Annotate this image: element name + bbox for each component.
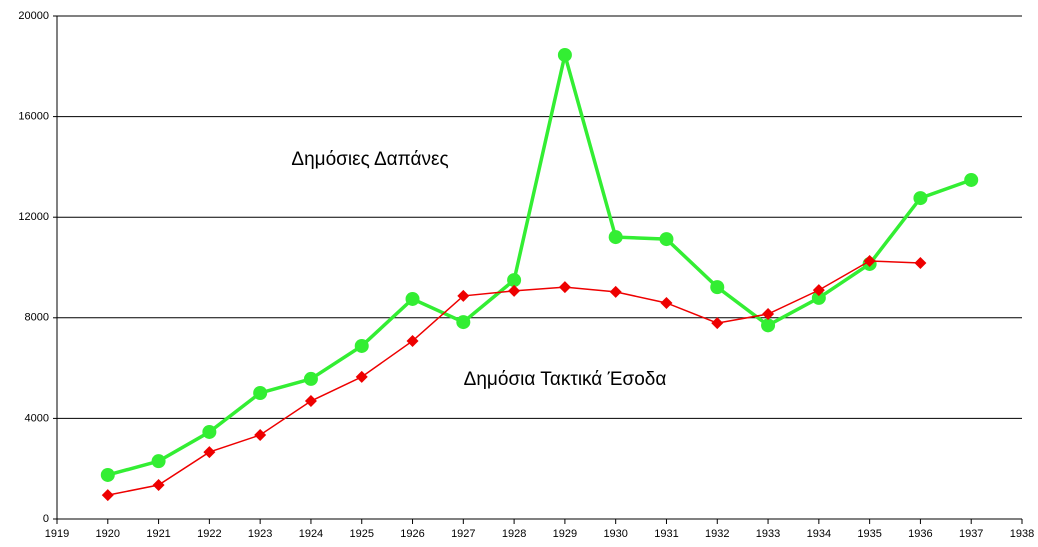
point [557, 47, 572, 62]
y-tick-label: 4000 [25, 412, 49, 424]
point [558, 281, 571, 294]
x-tick-label: 1920 [96, 528, 120, 540]
point [660, 296, 673, 309]
y-tick-label: 8000 [25, 312, 49, 324]
point [405, 291, 420, 306]
point [913, 191, 928, 206]
x-tick-label: 1931 [654, 528, 678, 540]
point [152, 479, 165, 492]
x-tick-label: 1926 [400, 528, 424, 540]
point [508, 284, 521, 297]
x-tick-label: 1933 [756, 528, 780, 540]
x-tick-label: 1923 [248, 528, 272, 540]
point [203, 446, 216, 459]
point [202, 424, 217, 439]
x-tick-label: 1935 [857, 528, 881, 540]
point [304, 395, 317, 408]
point [254, 428, 267, 441]
point [863, 254, 876, 267]
point [710, 280, 725, 295]
x-tick-label: 1924 [299, 528, 323, 540]
point [608, 230, 623, 245]
point [303, 371, 318, 386]
x-tick-label: 1928 [502, 528, 526, 540]
point [812, 284, 825, 297]
y-tick-label: 12000 [18, 211, 49, 223]
x-tick-label: 1927 [451, 528, 475, 540]
point [355, 370, 368, 383]
point [507, 273, 522, 288]
series-label: Δημόσια Τακτικά Έσοδα [464, 369, 667, 390]
point [609, 285, 622, 298]
x-tick-label: 1930 [603, 528, 627, 540]
y-tick-label: 0 [43, 513, 49, 525]
series-line [107, 54, 972, 477]
x-tick-label: 1936 [908, 528, 932, 540]
point [711, 317, 724, 330]
x-tick-label: 1934 [807, 528, 831, 540]
point [253, 385, 268, 400]
point [659, 232, 674, 247]
x-tick-label: 1937 [959, 528, 983, 540]
series-label: Δημόσιες Δαπάνες [291, 149, 448, 170]
x-tick-label: 1938 [1010, 528, 1034, 540]
point [457, 289, 470, 302]
point [406, 334, 419, 347]
y-tick-label: 16000 [18, 111, 49, 123]
y-tick-label: 20000 [18, 10, 49, 22]
point [964, 172, 979, 187]
x-tick-label: 1925 [349, 528, 373, 540]
x-tick-label: 1922 [197, 528, 221, 540]
x-tick-label: 1919 [45, 528, 69, 540]
point [456, 315, 471, 330]
point [761, 318, 776, 333]
point [101, 489, 114, 502]
x-tick-label: 1921 [146, 528, 170, 540]
point [354, 338, 369, 353]
x-tick-label: 1932 [705, 528, 729, 540]
point [914, 256, 927, 269]
point [762, 308, 775, 321]
x-tick-label: 1929 [553, 528, 577, 540]
point [151, 454, 166, 469]
point [811, 290, 826, 305]
point [100, 467, 115, 482]
